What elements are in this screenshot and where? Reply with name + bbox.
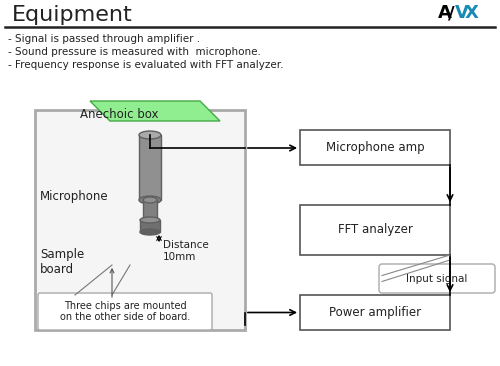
Bar — [143, 200, 157, 220]
Text: Power amplifier: Power amplifier — [329, 306, 421, 319]
Bar — [139, 135, 161, 200]
Bar — [300, 295, 450, 330]
FancyBboxPatch shape — [379, 264, 495, 293]
Text: Microphone: Microphone — [40, 190, 108, 203]
Text: /: / — [448, 4, 454, 22]
Text: A: A — [438, 4, 452, 22]
Text: Sample
board: Sample board — [40, 248, 84, 276]
Text: V: V — [455, 4, 469, 22]
Text: FFT analyzer: FFT analyzer — [338, 224, 412, 236]
Text: Anechoic box: Anechoic box — [80, 108, 158, 121]
Text: Three chips are mounted
on the other side of board.: Three chips are mounted on the other sid… — [60, 301, 190, 322]
Text: - Frequency response is evaluated with FFT analyzer.: - Frequency response is evaluated with F… — [8, 60, 283, 70]
Text: Distance
10mm: Distance 10mm — [163, 240, 209, 262]
Bar — [300, 130, 450, 165]
Text: X: X — [465, 4, 479, 22]
Ellipse shape — [140, 217, 160, 223]
Bar — [300, 205, 450, 255]
FancyBboxPatch shape — [38, 293, 212, 330]
Ellipse shape — [139, 196, 161, 204]
Bar — [140, 220, 160, 232]
Text: - Sound pressure is measured with  microphone.: - Sound pressure is measured with microp… — [8, 47, 261, 57]
Ellipse shape — [139, 131, 161, 139]
Polygon shape — [90, 101, 220, 121]
Ellipse shape — [143, 197, 157, 203]
Text: Microphone amp: Microphone amp — [326, 141, 424, 154]
Text: - Signal is passed through amplifier .: - Signal is passed through amplifier . — [8, 34, 200, 44]
Bar — [35, 110, 245, 330]
Ellipse shape — [140, 229, 160, 235]
Text: Input signal: Input signal — [406, 273, 468, 284]
Text: Equipment: Equipment — [12, 5, 133, 25]
